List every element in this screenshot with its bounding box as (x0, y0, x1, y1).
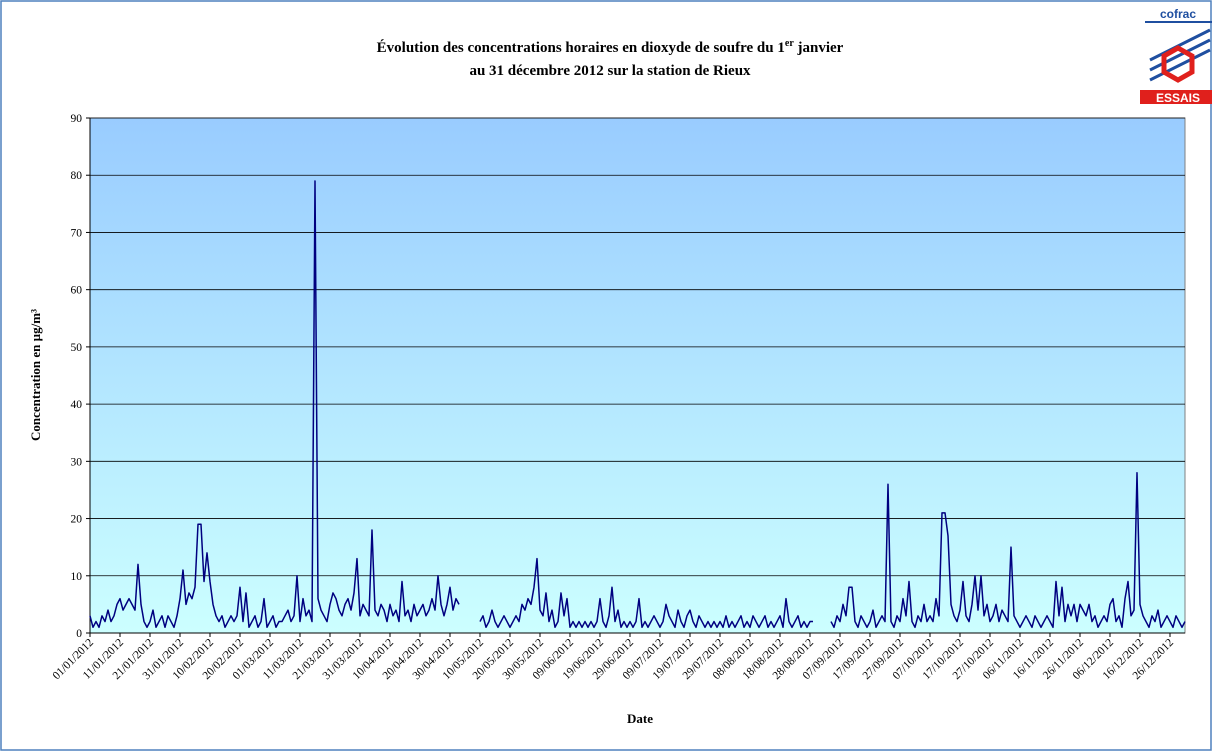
y-tick-label: 50 (71, 342, 83, 354)
y-tick-label: 30 (71, 456, 83, 468)
x-axis-label: Date (627, 711, 653, 726)
chart-title: Évolution des concentrations horaires en… (377, 38, 844, 56)
y-tick-label: 90 (71, 113, 83, 125)
title-superscript: er (785, 38, 794, 49)
y-tick-label: 0 (76, 628, 82, 640)
data-line (89, 180, 1186, 629)
y-axis-label: Concentration en µg/m³ (28, 309, 43, 441)
y-tick-label: 40 (71, 399, 83, 411)
title-line: janvier (794, 40, 844, 56)
title-line: Évolution des concentrations horaires en… (377, 39, 785, 56)
chart-title: au 31 décembre 2012 sur la station de Ri… (469, 63, 751, 79)
plot-area (89, 117, 1186, 634)
logo: cofrac ESSAIS (1140, 7, 1212, 105)
y-tick-label: 60 (71, 285, 83, 297)
y-tick-label: 80 (71, 170, 83, 182)
y-tick-label: 10 (71, 571, 83, 583)
y-tick-label: 20 (71, 514, 83, 526)
logo-text: ESSAIS (1156, 91, 1200, 105)
y-tick-label: 70 (71, 227, 83, 239)
logo-text: cofrac (1160, 7, 1196, 21)
